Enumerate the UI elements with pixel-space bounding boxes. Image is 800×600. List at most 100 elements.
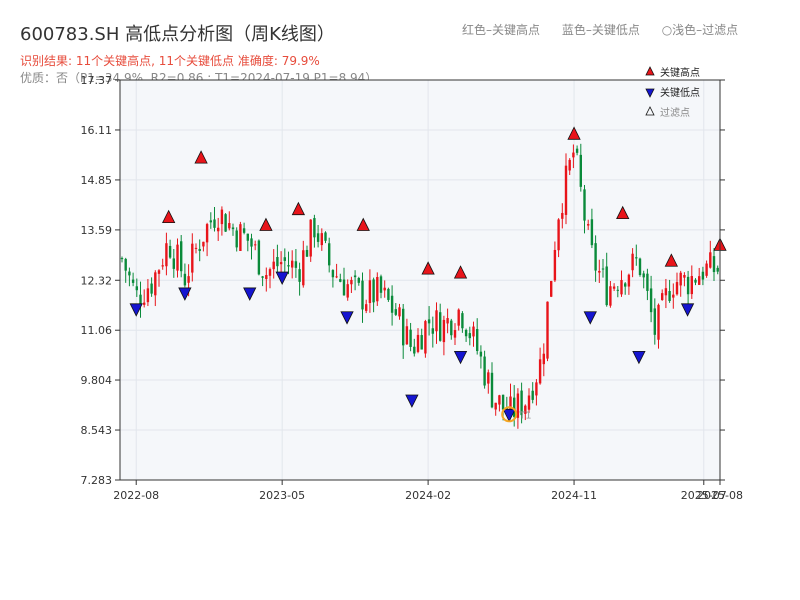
candle-body bbox=[487, 372, 490, 384]
key-point-markers: T1 bbox=[129, 126, 727, 423]
y-tick-label: 17.37 bbox=[81, 74, 113, 87]
candle-body bbox=[176, 244, 179, 271]
candle-body bbox=[194, 247, 198, 249]
candle-body bbox=[587, 224, 590, 226]
candle-body bbox=[498, 395, 501, 405]
candle-body bbox=[712, 256, 716, 273]
candle-body bbox=[472, 326, 475, 337]
y-tick-label: 16.11 bbox=[81, 124, 113, 137]
candle-body bbox=[387, 288, 390, 300]
key-low-marker bbox=[583, 311, 597, 325]
key-low-marker bbox=[453, 350, 468, 365]
candle-body bbox=[427, 319, 431, 324]
x-tick-label: 2024-02 bbox=[405, 489, 451, 502]
candle-body bbox=[635, 257, 638, 259]
candle-body bbox=[709, 252, 712, 268]
candle-body bbox=[446, 318, 449, 324]
candle-body bbox=[246, 233, 249, 241]
candle-body bbox=[516, 393, 520, 418]
candle-body bbox=[601, 268, 605, 270]
candle-body bbox=[217, 227, 220, 232]
candle-body bbox=[353, 275, 357, 278]
candle-body bbox=[250, 238, 253, 247]
candle-body bbox=[705, 263, 708, 276]
candle-body bbox=[402, 308, 405, 346]
candle-body bbox=[143, 302, 146, 305]
candle-body bbox=[494, 402, 497, 410]
legend-marker bbox=[645, 106, 655, 116]
candle-body bbox=[346, 284, 349, 298]
candle-body bbox=[242, 228, 246, 233]
filter-circle-icon: ○ bbox=[661, 23, 673, 37]
key-low-marker bbox=[502, 408, 516, 423]
candle-body bbox=[624, 283, 627, 287]
candle-body bbox=[557, 219, 560, 251]
candle-body bbox=[287, 265, 290, 267]
candle-body bbox=[309, 219, 312, 257]
candle-body bbox=[675, 282, 679, 295]
candle-body bbox=[649, 288, 653, 313]
y-tick-label: 7.283 bbox=[81, 474, 113, 487]
candle-body bbox=[368, 280, 372, 303]
y-tick-label: 8.543 bbox=[81, 424, 113, 437]
candle-body bbox=[394, 309, 397, 315]
key-low-marker bbox=[340, 311, 354, 325]
candle-body bbox=[542, 353, 545, 365]
candle-body bbox=[279, 262, 283, 265]
candle-body bbox=[605, 266, 608, 306]
candle-body bbox=[283, 257, 286, 261]
candle-body bbox=[224, 214, 227, 232]
y-tick-label: 14.85 bbox=[81, 174, 113, 187]
candle-body bbox=[631, 253, 634, 271]
candle-body bbox=[220, 209, 224, 225]
candle-body bbox=[209, 220, 212, 223]
key-high-marker bbox=[194, 150, 208, 164]
candle-body bbox=[350, 279, 353, 285]
candle-body bbox=[291, 260, 294, 268]
candle-body bbox=[261, 276, 264, 278]
candle-body bbox=[165, 243, 168, 267]
candle-body bbox=[365, 304, 368, 311]
candle-body bbox=[161, 265, 164, 267]
candle-body bbox=[646, 273, 649, 291]
candle-body bbox=[231, 227, 235, 230]
legend-marker bbox=[645, 88, 655, 98]
candle-body bbox=[357, 278, 360, 283]
candle-body bbox=[191, 243, 194, 273]
axes: 7.283 8.543 9.804 11.06 12.32 13.59 14.85 16.11… bbox=[81, 74, 743, 502]
candle-body bbox=[668, 291, 671, 302]
key-low-marker bbox=[178, 287, 192, 301]
candle-body bbox=[442, 319, 446, 343]
key-low-marker bbox=[129, 303, 143, 317]
candle-body bbox=[187, 276, 190, 283]
candle-body bbox=[390, 295, 394, 313]
key-high-marker bbox=[453, 265, 468, 279]
y-tick-label: 11.06 bbox=[81, 324, 113, 337]
candle-body bbox=[579, 154, 582, 187]
candle-body bbox=[468, 333, 471, 339]
candle-body bbox=[202, 241, 205, 247]
color-legend: 红色–关键高点 蓝色–关键低点 ○浅色–过滤点 bbox=[462, 21, 756, 38]
candle-body bbox=[661, 293, 664, 301]
candle-body bbox=[461, 313, 464, 329]
candle-body bbox=[701, 271, 705, 280]
candle-body bbox=[198, 248, 201, 251]
candle-body bbox=[609, 286, 612, 306]
candle-body bbox=[513, 397, 516, 417]
candle-body bbox=[320, 233, 323, 246]
candle-body bbox=[405, 326, 409, 345]
key-low-marker bbox=[405, 394, 419, 408]
candle-body bbox=[690, 276, 693, 295]
candle-body bbox=[180, 241, 183, 272]
candle-body bbox=[572, 152, 575, 158]
candle-body bbox=[379, 276, 383, 293]
candle-body bbox=[361, 280, 364, 310]
candle-body bbox=[457, 309, 460, 326]
candle-body bbox=[653, 308, 656, 335]
candle-body bbox=[420, 335, 423, 350]
candle-body bbox=[342, 279, 346, 296]
candle-body bbox=[561, 212, 564, 219]
candle-body bbox=[324, 232, 327, 241]
candle-body bbox=[313, 218, 316, 238]
candle-body bbox=[520, 390, 523, 416]
